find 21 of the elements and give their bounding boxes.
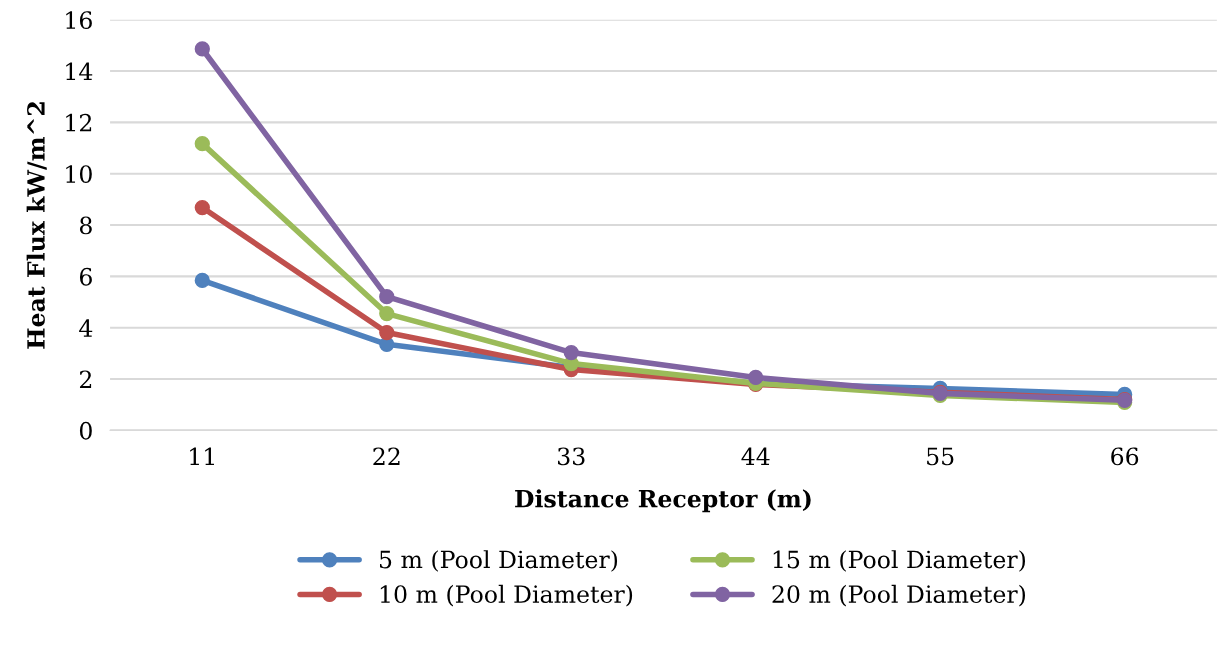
y-tick-label: 4 <box>79 319 93 337</box>
legend-label: 10 m (Pool Diameter) <box>380 584 633 607</box>
y-tick-label: 2 <box>79 370 92 388</box>
y-axis-title: Heat Flux kW/m^2 <box>26 102 47 349</box>
x-tick-label: 66 <box>1111 447 1139 466</box>
legend-label: 15 m (Pool Diameter) <box>773 550 1026 572</box>
y-tick-label: 12 <box>66 113 92 132</box>
legend-label: 5 m (Pool Diameter) <box>380 550 618 572</box>
y-tick-label: 0 <box>79 421 92 440</box>
x-tick-label: 22 <box>373 447 400 465</box>
x-tick-label: 11 <box>190 447 214 465</box>
y-tick-label: 10 <box>66 165 92 183</box>
x-axis-title: Distance Receptor (m) <box>515 489 811 513</box>
x-tick-label: 44 <box>741 447 770 465</box>
legend-label: 20 m (Pool Diameter) <box>772 584 1026 607</box>
y-tick-label: 6 <box>79 267 92 286</box>
y-tick-label: 8 <box>79 216 92 235</box>
y-tick-label: 14 <box>66 62 93 81</box>
x-tick-label: 33 <box>558 447 585 466</box>
y-tick-label: 16 <box>66 11 92 30</box>
x-tick-label: 55 <box>927 447 954 466</box>
